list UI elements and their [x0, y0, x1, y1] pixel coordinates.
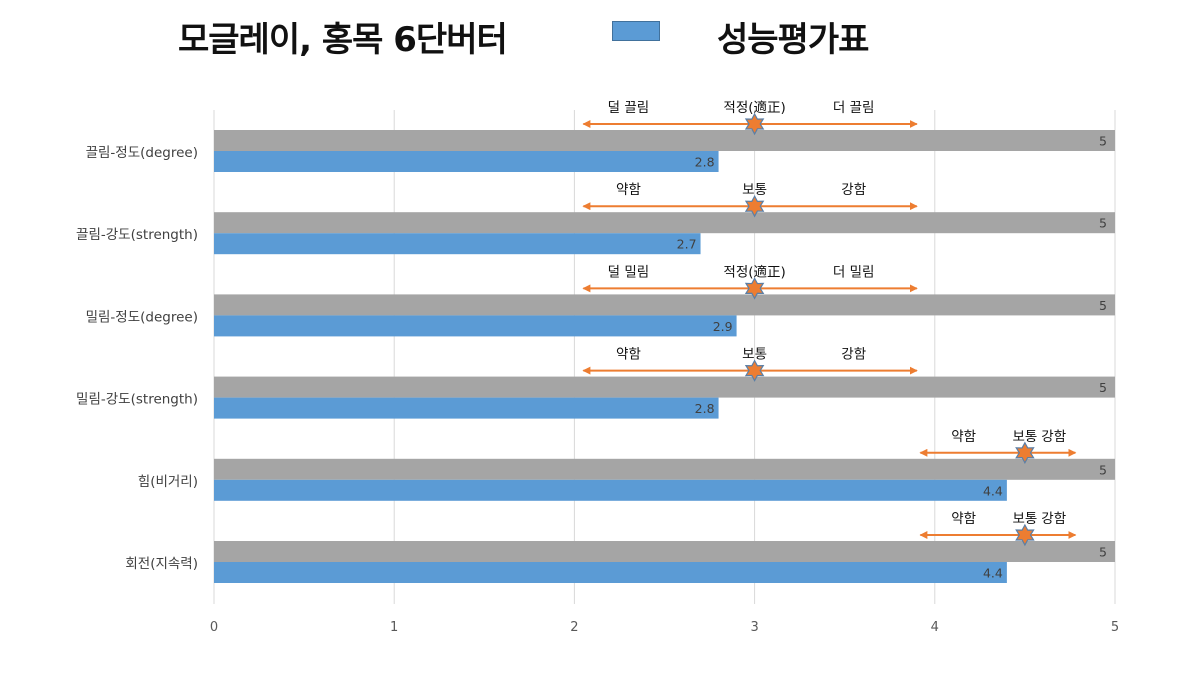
data-label-max: 5: [1099, 380, 1107, 395]
bar-max: [214, 458, 1115, 480]
scale-label-left: 덜 밀림: [608, 264, 650, 280]
bar-max: [214, 541, 1115, 562]
bar-value: [214, 151, 719, 172]
data-label-max: 5: [1099, 545, 1107, 560]
scale-label-mid: 보통: [1012, 511, 1037, 527]
data-label-value: 2.7: [677, 237, 697, 252]
rating-star-marker: [1015, 441, 1035, 465]
bar-max: [214, 376, 1115, 398]
data-label-value: 4.4: [983, 483, 1003, 498]
bar-max: [214, 212, 1115, 234]
scale-label-right: 더 끌림: [833, 100, 875, 116]
x-tick-label: 2: [570, 620, 578, 635]
scale-label-left: 덜 끌림: [608, 100, 650, 116]
data-label-value: 2.9: [713, 319, 733, 334]
scale-label-mid: 보통: [1012, 429, 1037, 445]
scale-label-left: 약함: [951, 429, 976, 445]
data-label-max: 5: [1099, 134, 1107, 149]
scale-label-right: 강함: [841, 182, 866, 198]
data-label-value: 2.8: [695, 401, 715, 416]
category-label: 회전(지속력): [125, 556, 198, 572]
category-label: 밀림-강도(strength): [76, 392, 198, 408]
scale-label-right: 강함: [1041, 511, 1066, 527]
scale-label-right: 강함: [841, 347, 866, 363]
labels-layer: 0 1 2 3 4 5 끌림-정도(degree) 5 2.8 끌림-강도(strength) 5 2…: [76, 134, 1119, 636]
x-tick-label: 1: [390, 620, 398, 635]
scale-label-right: 더 밀림: [833, 264, 875, 280]
grid-layer: [213, 110, 1116, 604]
legend-swatch: [612, 21, 660, 41]
rating-star-marker: [744, 359, 765, 382]
rating-star-marker: [744, 277, 765, 300]
legend-label: 성능평가표: [717, 20, 869, 60]
scale-label-mid: 적정(適正): [723, 263, 785, 280]
bar-value: [214, 562, 1007, 583]
x-tick-label: 0: [210, 620, 218, 635]
scale-label-left: 약함: [951, 511, 976, 527]
rating-star-marker: [1015, 523, 1035, 547]
rating-star-marker: [744, 194, 765, 218]
scale-label-left: 약함: [616, 182, 641, 198]
x-tick-label: 3: [750, 620, 758, 635]
scale-label-mid: 보통: [742, 182, 767, 198]
data-label-max: 5: [1099, 462, 1107, 477]
scale-label-mid: 보통: [742, 347, 767, 363]
category-label: 힘(비거리): [138, 474, 198, 490]
bar-value: [214, 233, 701, 255]
x-tick-label: 4: [931, 620, 939, 635]
category-label: 끌림-정도(degree): [86, 145, 198, 161]
data-label-value: 4.4: [983, 566, 1003, 581]
data-label-max: 5: [1099, 298, 1107, 313]
scale-label-mid: 적정(適正): [723, 99, 785, 116]
category-label: 끌림-강도(strength): [76, 227, 198, 243]
chart-title: 모글레이, 홍목 6단버터: [178, 20, 508, 60]
scale-label-right: 강함: [1041, 429, 1066, 445]
bar-value: [214, 315, 737, 337]
bar-value: [214, 479, 1007, 501]
rating-star-marker: [744, 112, 765, 136]
bar-value: [214, 397, 719, 419]
bar-max: [214, 130, 1115, 151]
bars-layer: [214, 130, 1115, 583]
x-tick-label: 5: [1111, 620, 1119, 635]
data-label-max: 5: [1099, 216, 1107, 231]
category-label: 밀림-정도(degree): [86, 309, 198, 325]
data-label-value: 2.8: [695, 155, 715, 170]
scale-label-left: 약함: [616, 347, 641, 363]
bar-max: [214, 294, 1115, 316]
